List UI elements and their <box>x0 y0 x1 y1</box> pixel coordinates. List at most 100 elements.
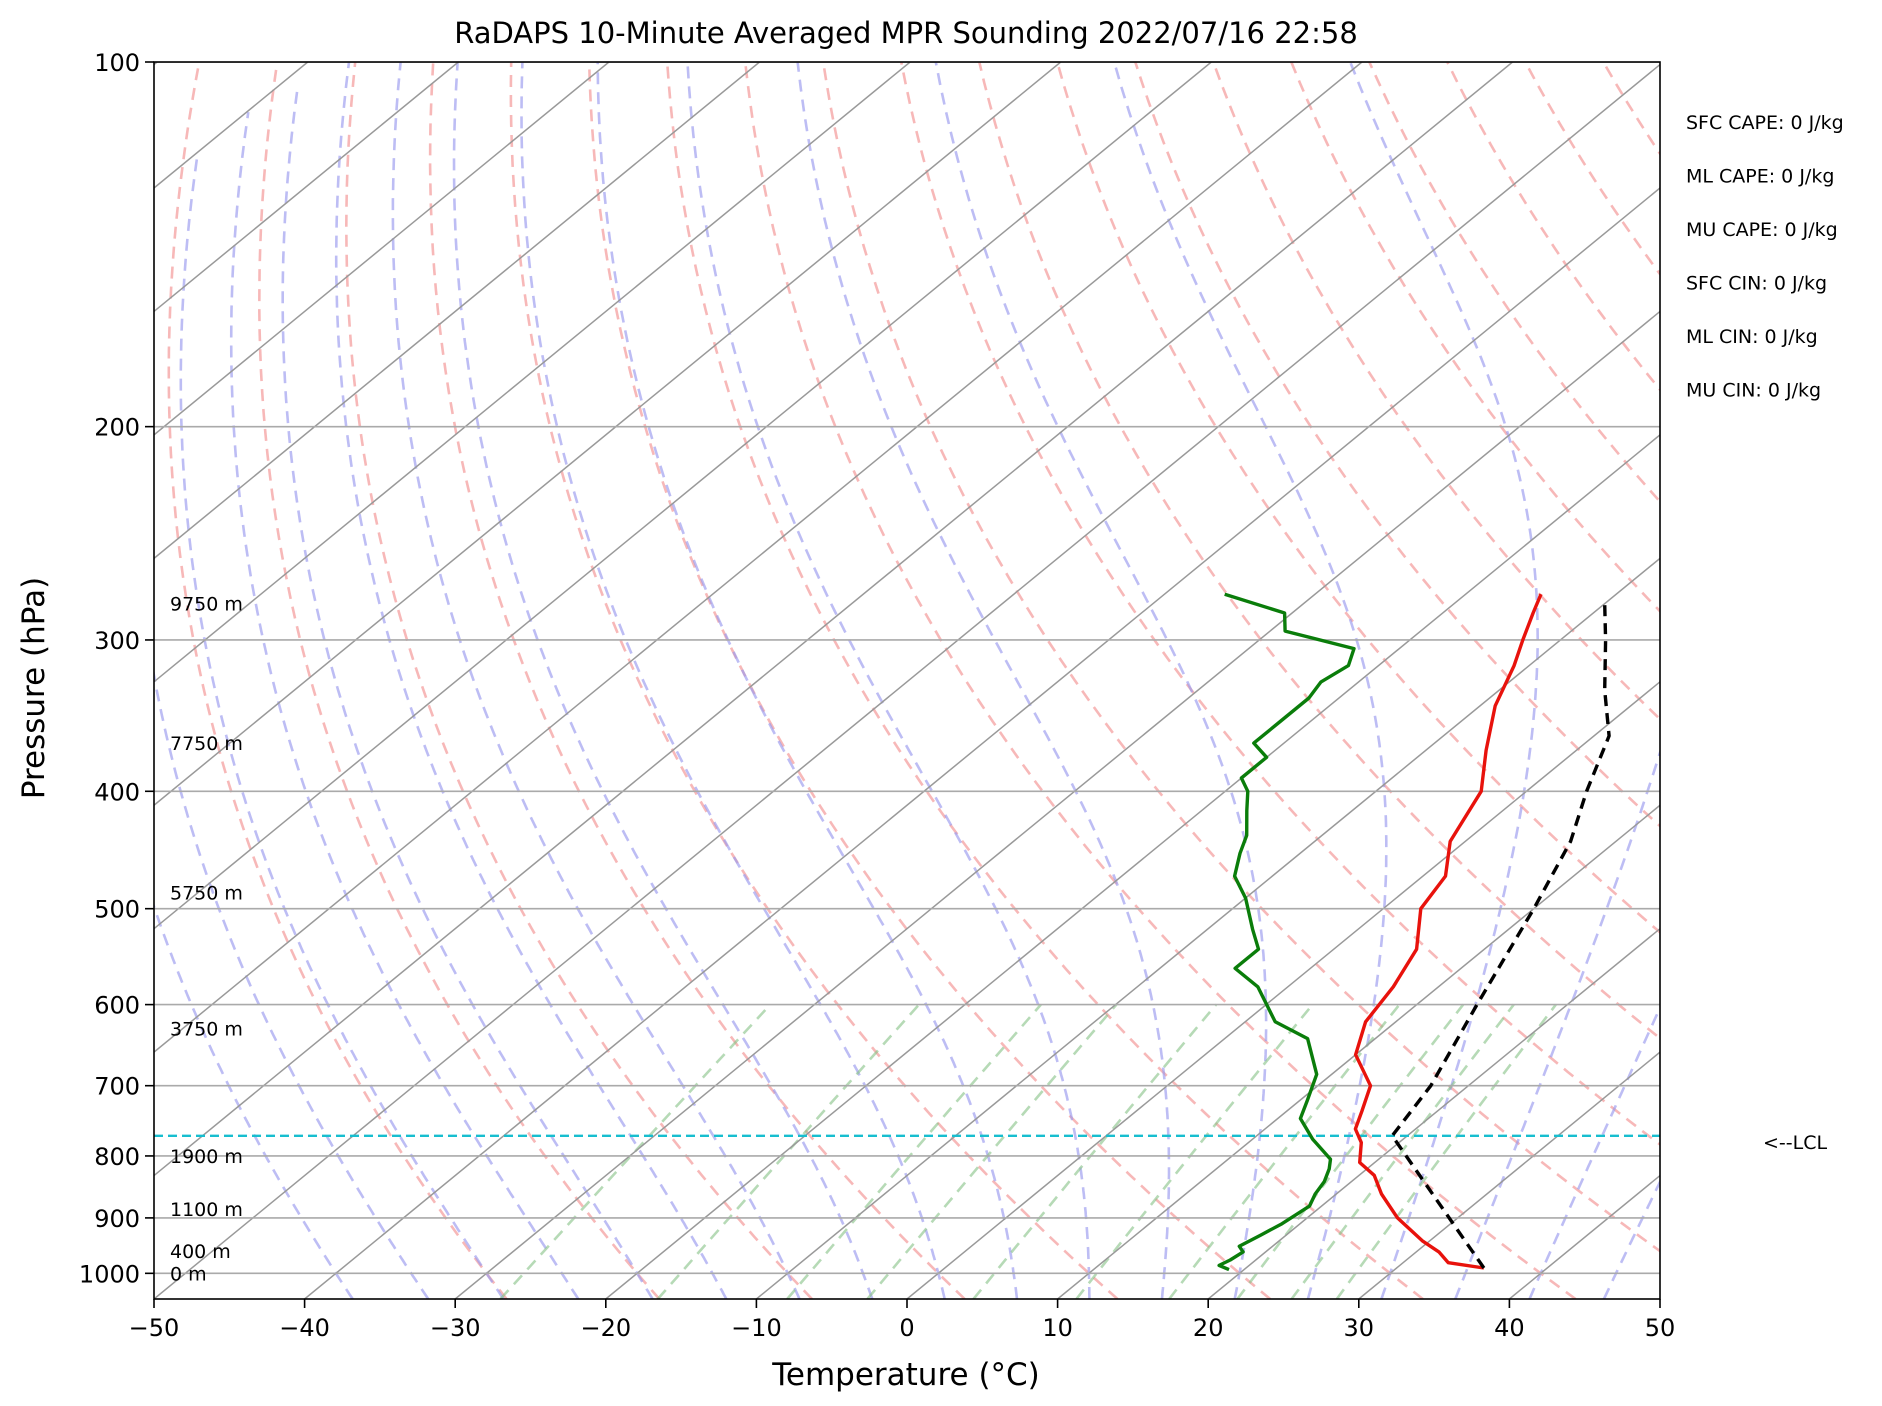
background-lines <box>154 62 1882 1299</box>
mixing-ratio-line <box>656 1003 920 1299</box>
x-tick-label: 30 <box>1344 1314 1375 1342</box>
dry-adiabat <box>900 62 1660 1147</box>
stability-annotation: SFC CAPE: 0 J/kg <box>1686 112 1844 134</box>
moist-adiabat <box>520 62 946 1299</box>
moist-adiabat <box>154 668 430 1299</box>
x-tick-label: 0 <box>899 1314 914 1342</box>
isotherm <box>154 62 459 313</box>
dry-adiabat <box>1290 62 1660 614</box>
dry-adiabat <box>1368 62 1660 504</box>
isotherm <box>154 62 911 683</box>
mixing-ratio-line <box>972 1003 1218 1299</box>
moist-adiabat <box>1112 62 1388 1299</box>
y-axis-label: Pressure (hPa) <box>16 577 52 799</box>
y-tick-label: 1000 <box>79 1260 140 1288</box>
isotherm <box>154 62 761 560</box>
y-tick-label: 200 <box>94 414 140 442</box>
x-tick-label: −20 <box>580 1314 631 1342</box>
dewpoint-profile-line <box>1217 592 1356 1272</box>
x-axis-ticks: −50 −40 −30 −20 −10 0 10 20 30 40 50 <box>129 1299 1676 1342</box>
moist-adiabat <box>229 111 580 1299</box>
chart-title: RaDAPS 10-Minute Averaged MPR Sounding 2… <box>454 16 1358 50</box>
mixing-ratio-line <box>1236 1003 1465 1299</box>
isotherm <box>154 62 1514 1177</box>
x-tick-label: 50 <box>1645 1314 1676 1342</box>
isotherm <box>906 680 1660 1299</box>
moist-adiabat <box>334 62 728 1299</box>
moist-adiabat <box>796 62 1171 1299</box>
isotherm <box>154 63 1660 1299</box>
x-tick-label: −50 <box>129 1314 180 1342</box>
height-label: 5750 m <box>170 883 243 905</box>
dry-adiabat <box>1446 62 1660 392</box>
dry-adiabat <box>1212 62 1660 721</box>
isotherm <box>1207 927 1660 1299</box>
moist-adiabat <box>1602 1179 1660 1299</box>
dry-adiabat <box>1681 62 1882 1299</box>
x-tick-label: −30 <box>430 1314 481 1342</box>
moist-adiabat <box>934 62 1268 1299</box>
isotherm <box>1358 1051 1660 1299</box>
x-tick-label: −40 <box>279 1314 330 1342</box>
stability-annotation: ML CAPE: 0 J/kg <box>1686 166 1834 188</box>
dry-adiabat <box>1134 62 1660 828</box>
y-tick-label: 700 <box>94 1073 140 1101</box>
height-label: 7750 m <box>170 733 243 755</box>
mixing-ratio-line <box>1168 1003 1401 1299</box>
moist-adiabat <box>154 902 354 1299</box>
isotherm <box>154 62 1212 930</box>
height-label: 1900 m <box>170 1146 243 1168</box>
isotherm <box>154 62 1363 1054</box>
y-tick-label: 800 <box>94 1143 140 1171</box>
y-tick-label: 100 <box>94 49 140 77</box>
dry-adiabat <box>509 62 1119 1299</box>
y-tick-label: 900 <box>94 1205 140 1233</box>
y-tick-label: 400 <box>94 778 140 806</box>
mixing-ratio-line <box>499 1003 772 1299</box>
y-tick-label: 500 <box>94 896 140 924</box>
x-tick-label: 40 <box>1494 1314 1525 1342</box>
mixing-ratio-line <box>1075 1003 1314 1299</box>
height-label: 0 m <box>170 1263 207 1285</box>
stability-annotation: MU CAPE: 0 J/kg <box>1686 219 1838 241</box>
isotherm <box>605 433 1660 1299</box>
moist-adiabat <box>391 62 801 1299</box>
height-label: 9750 m <box>170 594 243 616</box>
stability-annotation: MU CIN: 0 J/kg <box>1686 380 1821 402</box>
x-axis-label: Temperature (°C) <box>771 1357 1040 1393</box>
x-tick-label: −10 <box>731 1314 782 1342</box>
y-axis-ticks: 100 200 300 400 500 600 700 800 900 1000 <box>79 49 154 1288</box>
dry-adiabat <box>1056 62 1660 934</box>
mixing-ratio-line <box>866 1003 1118 1299</box>
moist-adiabat <box>281 87 654 1299</box>
isotherm <box>755 557 1660 1299</box>
mixing-ratio-line <box>1290 1003 1515 1299</box>
x-tick-label: 20 <box>1193 1314 1224 1342</box>
dry-adiabat <box>587 62 1272 1299</box>
lcl-label: <--LCL <box>1763 1132 1827 1154</box>
plot-grid <box>154 62 1660 1299</box>
moist-adiabat <box>1528 1004 1660 1299</box>
dry-adiabat <box>743 62 1577 1299</box>
dry-adiabat <box>665 62 1424 1299</box>
isotherm <box>1659 1298 1660 1299</box>
stability-annotation: ML CIN: 0 J/kg <box>1686 326 1818 348</box>
height-label: 3750 m <box>170 1019 243 1041</box>
y-tick-label: 300 <box>94 627 140 655</box>
x-tick-label: 10 <box>1042 1314 1073 1342</box>
mixing-ratio-line <box>786 1003 1042 1299</box>
dry-adiabat <box>1837 62 1882 1299</box>
dry-adiabat <box>1524 62 1660 277</box>
dry-adiabat <box>821 62 1660 1253</box>
isotherm <box>454 310 1660 1299</box>
isotherm <box>154 62 610 436</box>
dry-adiabat <box>167 62 508 1299</box>
height-label: 400 m <box>170 1241 231 1263</box>
mixing-ratio-line <box>1335 1003 1557 1299</box>
moist-adiabat <box>179 157 505 1299</box>
series-layer <box>154 592 1660 1272</box>
height-labels: 9750 m 7750 m 5750 m 3750 m 1900 m 1100 m 400 … <box>170 594 243 1286</box>
dry-adiabat <box>344 62 813 1299</box>
isotherm <box>154 62 1062 807</box>
